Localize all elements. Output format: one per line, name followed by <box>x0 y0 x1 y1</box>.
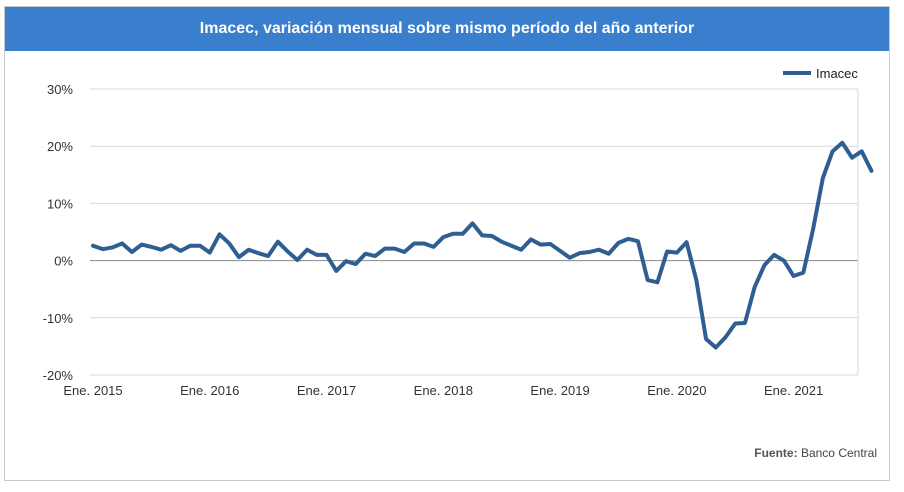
y-tick-label: 10% <box>47 196 73 211</box>
legend-label: Imacec <box>816 66 858 81</box>
source-note: Fuente: Banco Central <box>754 446 877 460</box>
x-tick-label: Ene. 2018 <box>414 383 473 398</box>
y-tick-label: 0% <box>54 254 73 269</box>
x-tick-label: Ene. 2015 <box>63 383 122 398</box>
source-value: Banco Central <box>800 446 877 460</box>
x-tick-label: Ene. 2017 <box>297 383 356 398</box>
y-tick-label: -20% <box>43 368 74 383</box>
chart-title: Imacec, variación mensual sobre mismo pe… <box>5 7 889 51</box>
source-label: Fuente: <box>754 446 798 460</box>
chart-card: Imacec, variación mensual sobre mismo pe… <box>4 6 890 481</box>
y-tick-label: 30% <box>47 82 73 97</box>
x-tick-label: Ene. 2020 <box>647 383 706 398</box>
series-line-imacec <box>91 140 874 350</box>
x-tick-label: Ene. 2019 <box>530 383 589 398</box>
y-tick-label: 20% <box>47 139 73 154</box>
x-tick-label: Ene. 2021 <box>764 383 823 398</box>
x-tick-label: Ene. 2016 <box>180 383 239 398</box>
line-chart: 30% 20% 10% 0% -10% -20%Ene. 2015 Ene. 2016 Ene… <box>43 66 874 398</box>
y-tick-label: -10% <box>43 311 74 326</box>
